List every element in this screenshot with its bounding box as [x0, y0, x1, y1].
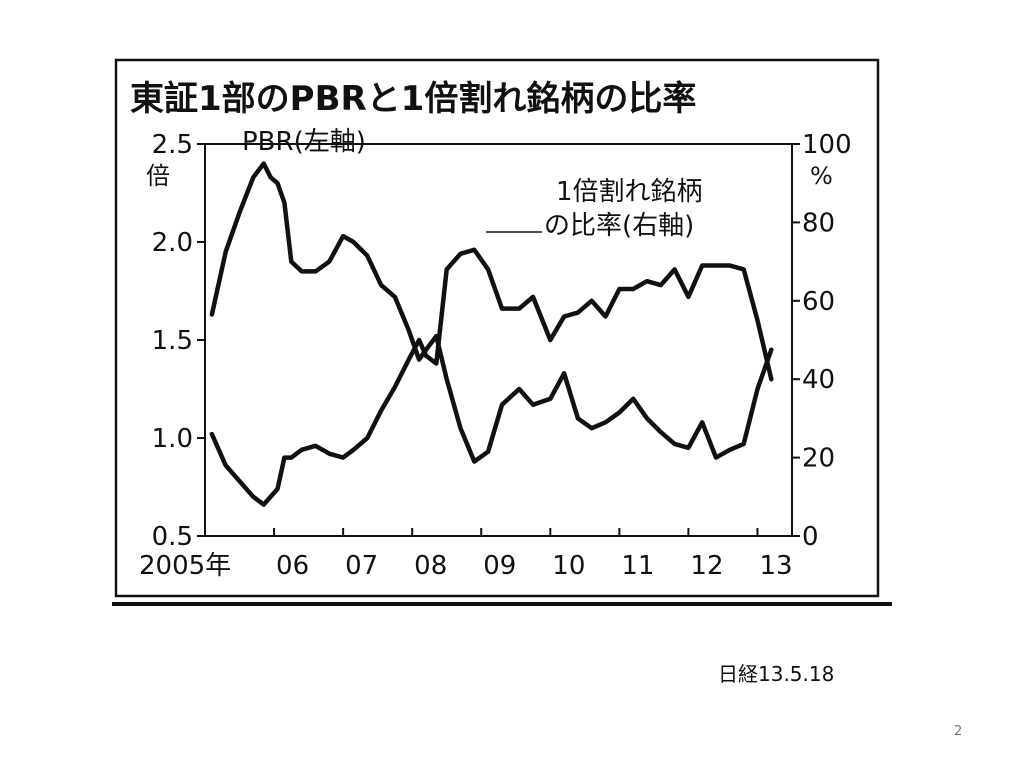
x-tick-label: 12 — [690, 551, 723, 581]
ratio-label-line1: 1倍割れ銘柄 — [556, 177, 703, 207]
ratio-label-line2: の比率(右軸) — [544, 211, 694, 241]
left-tick-label: 0.5 — [152, 522, 193, 552]
x-tick-label: 06 — [276, 551, 309, 581]
left-axis: 0.5 1.0 1.5 2.0 2.5 — [152, 130, 205, 552]
left-tick-label: 1.0 — [152, 424, 193, 454]
x-tick-label: 10 — [552, 551, 585, 581]
chart-frame — [114, 58, 880, 598]
page-number: 2 — [954, 724, 963, 739]
x-tick-label: 13 — [759, 551, 792, 581]
left-axis-unit: 倍 — [146, 162, 170, 190]
x-tick-label: 09 — [483, 551, 516, 581]
plot-area — [204, 143, 793, 537]
x-axis: 2005年 06 07 08 09 10 11 12 13 — [139, 528, 793, 581]
left-tick-label: 2.5 — [152, 130, 193, 160]
pbr-label: PBR(左軸) — [242, 127, 366, 157]
x-tick-label: 08 — [414, 551, 447, 581]
source-note: 日経13.5.18 — [718, 662, 835, 686]
left-tick-label: 2.0 — [152, 228, 193, 258]
right-tick-label: 60 — [802, 287, 835, 317]
series-group — [209, 161, 774, 507]
right-tick-label: 0 — [802, 522, 819, 552]
pbr-series-line — [209, 161, 774, 464]
chart-title: 東証1部のPBRと1倍割れ銘柄の比率 — [130, 79, 696, 119]
ratio-series-line — [209, 247, 774, 507]
right-axis-unit: % — [810, 162, 833, 190]
right-tick-label: 100 — [802, 130, 852, 160]
x-tick-label: 11 — [621, 551, 654, 581]
x-tick-label: 2005年 — [139, 551, 231, 581]
right-tick-label: 80 — [802, 208, 835, 238]
x-tick-label: 07 — [345, 551, 378, 581]
right-tick-label: 40 — [802, 365, 835, 395]
right-axis: 0 20 40 60 80 100 — [792, 130, 852, 552]
left-tick-label: 1.5 — [152, 326, 193, 356]
right-tick-label: 20 — [802, 444, 835, 474]
